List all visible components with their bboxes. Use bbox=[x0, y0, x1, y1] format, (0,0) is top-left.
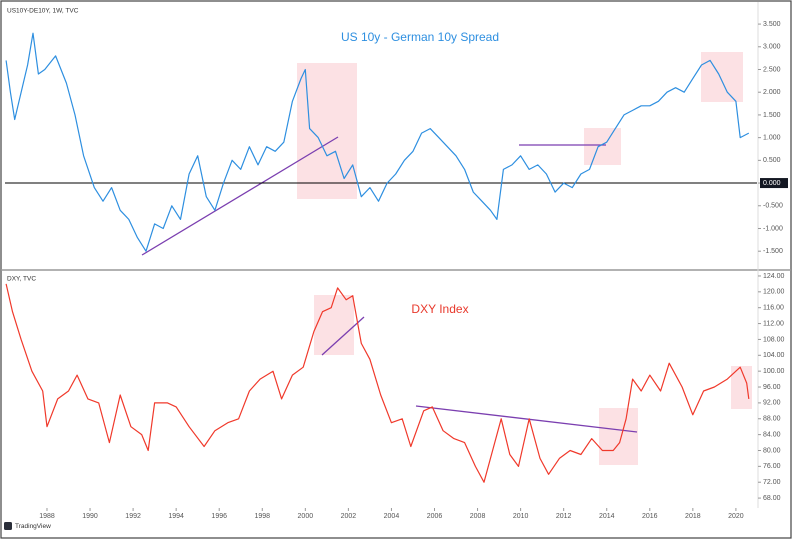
y-tick-label: 124.00 bbox=[763, 273, 785, 280]
series-line bbox=[5, 283, 750, 483]
x-tick-label: 1994 bbox=[168, 513, 184, 520]
series-line bbox=[5, 32, 750, 252]
x-tick-label: 1996 bbox=[211, 513, 227, 520]
y-tick-label: 120.00 bbox=[763, 289, 785, 296]
logo-text: TradingView bbox=[15, 523, 51, 530]
y-tick-label: 76.00 bbox=[763, 463, 781, 470]
y-tick-label: 100.00 bbox=[763, 368, 785, 375]
y-tick-label: -1.000 bbox=[763, 225, 783, 232]
x-tick-label: 2014 bbox=[599, 513, 615, 520]
x-tick-label: 1992 bbox=[125, 513, 141, 520]
y-tick-label: 3.500 bbox=[763, 21, 781, 28]
trend-line bbox=[321, 316, 365, 356]
x-tick-label: 2002 bbox=[341, 513, 357, 520]
y-tick-label: 116.00 bbox=[763, 305, 784, 312]
x-tick-label: 2006 bbox=[427, 513, 443, 520]
x-tick-label: 2020 bbox=[728, 513, 744, 520]
y-tick-label: -1.500 bbox=[763, 248, 783, 255]
y-tick-label: 0.500 bbox=[763, 157, 781, 164]
highlight-box bbox=[701, 52, 743, 102]
highlight-box bbox=[314, 295, 354, 355]
y-tick-label: 104.00 bbox=[763, 352, 785, 359]
y-tick-label: 1.000 bbox=[763, 134, 781, 141]
y-tick-label: 84.00 bbox=[763, 431, 781, 438]
chart-title: DXY Index bbox=[411, 302, 468, 316]
x-tick-label: 2010 bbox=[513, 513, 529, 520]
y-tick-label: -0.500 bbox=[763, 203, 783, 210]
trend-line bbox=[141, 136, 339, 256]
highlight-box bbox=[731, 366, 752, 409]
x-tick-label: 2012 bbox=[556, 513, 572, 520]
trend-line bbox=[415, 405, 638, 433]
y-tick-label: 96.00 bbox=[763, 384, 781, 391]
x-tick-label: 2004 bbox=[384, 513, 400, 520]
highlight-box bbox=[584, 128, 621, 165]
y-tick-label: 92.00 bbox=[763, 400, 781, 407]
x-tick-label: 2000 bbox=[298, 513, 314, 520]
x-tick-label: 1990 bbox=[82, 513, 98, 520]
x-tick-label: 2016 bbox=[642, 513, 658, 520]
symbol-label: US10Y-DE10Y, 1W, TVC bbox=[7, 8, 79, 15]
y-tick-label: 80.00 bbox=[763, 447, 781, 454]
y-tick-label: 2.500 bbox=[763, 66, 781, 73]
y-tick-label: 2.000 bbox=[763, 89, 781, 96]
x-tick-label: 1998 bbox=[254, 513, 270, 520]
x-tick-label: 2018 bbox=[685, 513, 701, 520]
x-tick-label: 1988 bbox=[39, 513, 55, 520]
y-tick-label: 108.00 bbox=[763, 336, 785, 343]
y-tick-label: 112.00 bbox=[763, 320, 784, 327]
y-tick-label: 3.000 bbox=[763, 44, 781, 51]
y-tick-label: 0.000 bbox=[763, 180, 781, 187]
highlight-box bbox=[599, 408, 638, 465]
tick-highlight bbox=[760, 178, 788, 189]
y-tick-label: 1.500 bbox=[763, 112, 781, 119]
symbol-label: DXY, TVC bbox=[7, 276, 36, 283]
y-tick-label: 88.00 bbox=[763, 416, 781, 423]
y-tick-label: 68.00 bbox=[763, 495, 781, 502]
logo-icon bbox=[4, 522, 12, 530]
x-tick-label: 2008 bbox=[470, 513, 486, 520]
chart-title: US 10y - German 10y Spread bbox=[341, 30, 499, 44]
y-tick-label: 72.00 bbox=[763, 479, 781, 486]
